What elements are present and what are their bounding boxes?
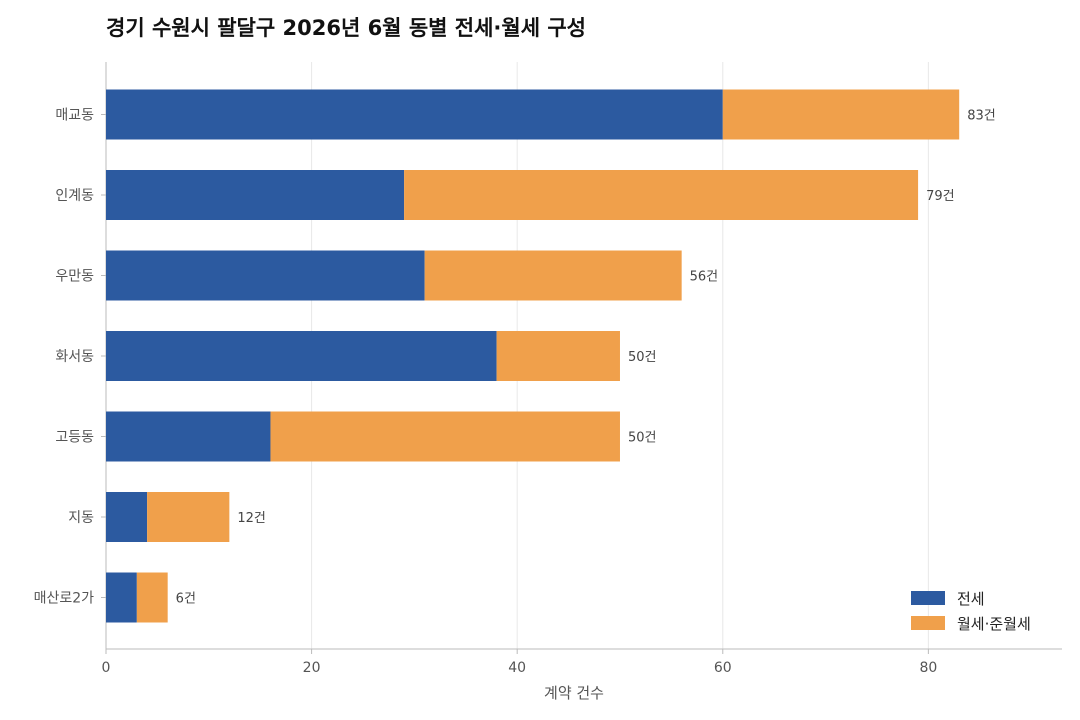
y-tick-label: 지동 xyxy=(68,510,94,526)
bar-segment-jeonse xyxy=(106,250,425,301)
bar-segment-jeonse xyxy=(106,572,137,623)
y-tick-label: 화서동 xyxy=(55,349,94,365)
x-axis-title: 계약 건수 xyxy=(544,684,604,702)
x-tick-label: 0 xyxy=(102,660,111,676)
y-tick-label: 고등동 xyxy=(55,430,94,446)
bar-total-label: 50건 xyxy=(628,350,657,365)
legend-swatch xyxy=(911,616,945,630)
bar-segment-jeonse xyxy=(106,89,723,140)
bar-segment-wolse xyxy=(722,89,960,140)
bar-total-label: 6건 xyxy=(176,592,196,607)
bar-segment-wolse xyxy=(136,572,168,623)
bar-segment-jeonse xyxy=(106,170,405,220)
bar-segment-wolse xyxy=(496,331,620,381)
y-tick-label: 매교동 xyxy=(55,108,94,124)
bar-segment-wolse xyxy=(147,492,230,542)
legend-label: 월세·준월세 xyxy=(957,615,1031,633)
chart-title: 경기 수원시 팔달구 2026년 6월 동별 전세·월세 구성 xyxy=(106,16,586,40)
bar-total-label: 56건 xyxy=(690,270,719,285)
bar-total-label: 12건 xyxy=(237,511,266,526)
bar-total-label: 79건 xyxy=(926,189,955,204)
legend-label: 전세 xyxy=(957,590,985,608)
bar-total-label: 83건 xyxy=(967,109,996,124)
bar-segment-wolse xyxy=(270,411,620,462)
bar-segment-jeonse xyxy=(106,331,497,381)
bar-segment-wolse xyxy=(424,250,682,301)
y-tick-label: 우만동 xyxy=(55,269,94,285)
bar-segment-wolse xyxy=(404,170,919,220)
bar-segment-jeonse xyxy=(106,411,271,462)
x-tick-label: 80 xyxy=(919,660,937,676)
y-tick-label: 인계동 xyxy=(55,188,94,204)
legend-swatch xyxy=(911,591,945,605)
bar-segment-jeonse xyxy=(106,492,148,542)
x-tick-label: 40 xyxy=(508,660,526,676)
x-tick-label: 60 xyxy=(714,660,732,676)
y-tick-label: 매산로2가 xyxy=(34,591,95,607)
bar-total-label: 50건 xyxy=(628,431,657,446)
x-tick-label: 20 xyxy=(303,660,321,676)
